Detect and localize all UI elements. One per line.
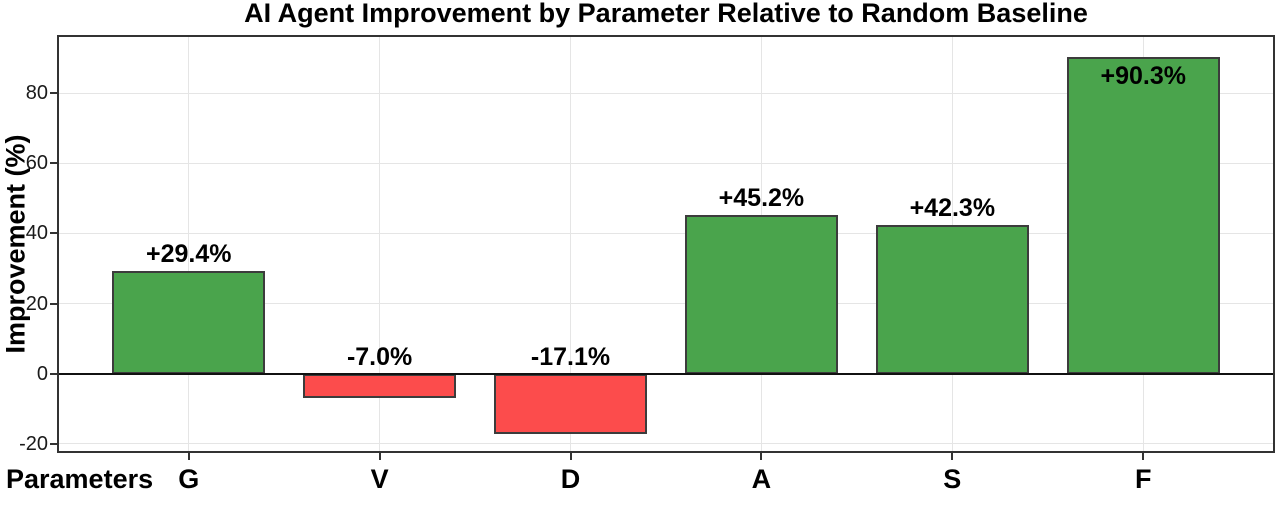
- bar-F: [1066, 57, 1220, 374]
- y-tick-label: -20: [19, 432, 48, 455]
- y-tick-label: 40: [25, 222, 48, 245]
- x-tick-mark: [187, 453, 190, 460]
- bar-value-label: -17.1%: [530, 342, 611, 371]
- gridline-vertical: [379, 35, 381, 453]
- x-tick-label: F: [1134, 464, 1152, 494]
- gridline-vertical: [188, 35, 190, 453]
- gridline-vertical: [570, 35, 572, 453]
- y-tick-label: 80: [25, 82, 48, 105]
- x-axis-label: Parameters: [6, 464, 154, 494]
- x-tick-label: V: [370, 464, 389, 494]
- x-tick-mark: [569, 453, 572, 460]
- y-tick-mark: [50, 302, 57, 305]
- bar-G: [112, 270, 266, 374]
- bar-A: [685, 215, 838, 374]
- chart-title: AI Agent Improvement by Parameter Relati…: [244, 0, 1088, 28]
- gridline-horizontal: [57, 303, 1275, 305]
- y-tick-label: 20: [25, 292, 48, 315]
- gridline-horizontal: [57, 443, 1275, 445]
- x-tick-label: S: [943, 464, 962, 494]
- x-tick-mark: [951, 453, 954, 460]
- x-tick-mark: [378, 453, 381, 460]
- x-tick-mark: [760, 453, 763, 460]
- x-tick-mark: [1142, 453, 1145, 460]
- bar-V: [303, 373, 456, 399]
- x-tick-label: A: [751, 464, 772, 494]
- x-tick-label: D: [560, 464, 581, 494]
- gridline-horizontal: [57, 162, 1275, 164]
- y-tick-mark: [50, 232, 57, 235]
- plot-area: +29.4% -7.0% -17.1% +45.2% +42.3% +90.3%: [57, 35, 1275, 453]
- y-tick-mark: [50, 372, 57, 375]
- gridline-horizontal: [57, 92, 1275, 94]
- y-tick-mark: [50, 92, 57, 95]
- y-tick-label: 0: [36, 362, 48, 385]
- bar-value-label: +90.3%: [1100, 62, 1186, 91]
- y-tick-mark: [50, 162, 57, 165]
- bar-value-label: +45.2%: [718, 184, 805, 213]
- y-tick-label: 60: [25, 152, 48, 175]
- bar-value-label: +42.3%: [909, 194, 996, 223]
- gridline-horizontal: [57, 232, 1275, 234]
- bar-D: [494, 373, 647, 434]
- bar-value-label: +29.4%: [145, 239, 232, 268]
- bar-value-label: -7.0%: [346, 342, 413, 371]
- bar-S: [875, 225, 1029, 374]
- x-tick-label: G: [178, 464, 200, 494]
- zero-line: [57, 372, 1275, 375]
- y-tick-mark: [50, 442, 57, 445]
